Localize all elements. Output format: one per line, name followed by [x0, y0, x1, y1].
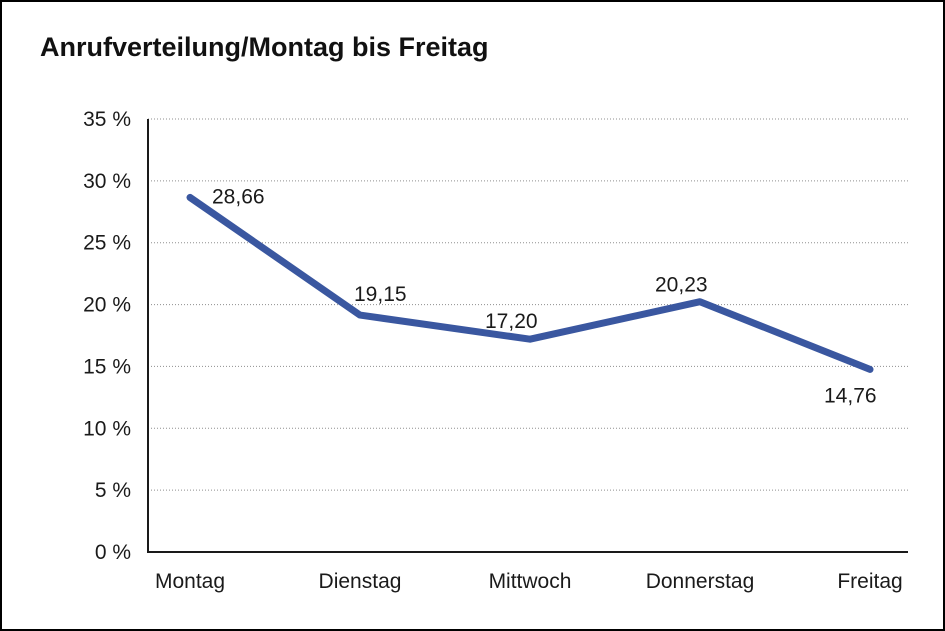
y-axis-tick-label: 10 %	[83, 417, 131, 440]
x-axis-category-label: Dienstag	[319, 570, 402, 593]
data-value-label: 17,20	[485, 310, 538, 333]
data-value-label: 19,15	[354, 283, 407, 306]
x-axis-category-label: Montag	[155, 570, 225, 593]
y-axis-tick-label: 0 %	[95, 541, 131, 564]
y-axis-tick-label: 35 %	[83, 108, 131, 131]
y-axis-tick-label: 30 %	[83, 170, 131, 193]
data-value-label: 20,23	[655, 274, 708, 297]
x-axis-category-label: Mittwoch	[489, 570, 572, 593]
y-axis-tick-label: 15 %	[83, 355, 131, 378]
x-axis-category-label: Freitag	[837, 570, 902, 593]
x-axis-category-label: Donnerstag	[646, 570, 755, 593]
data-line	[186, 193, 874, 373]
data-value-label: 14,76	[824, 384, 877, 407]
y-axis-tick-label: 25 %	[83, 232, 131, 255]
chart-title: Anrufverteilung/Montag bis Freitag	[40, 32, 489, 62]
y-axis-tick-label: 5 %	[95, 479, 131, 502]
data-value-label: 28,66	[212, 185, 265, 208]
y-axis-tick-label: 20 %	[83, 294, 131, 317]
